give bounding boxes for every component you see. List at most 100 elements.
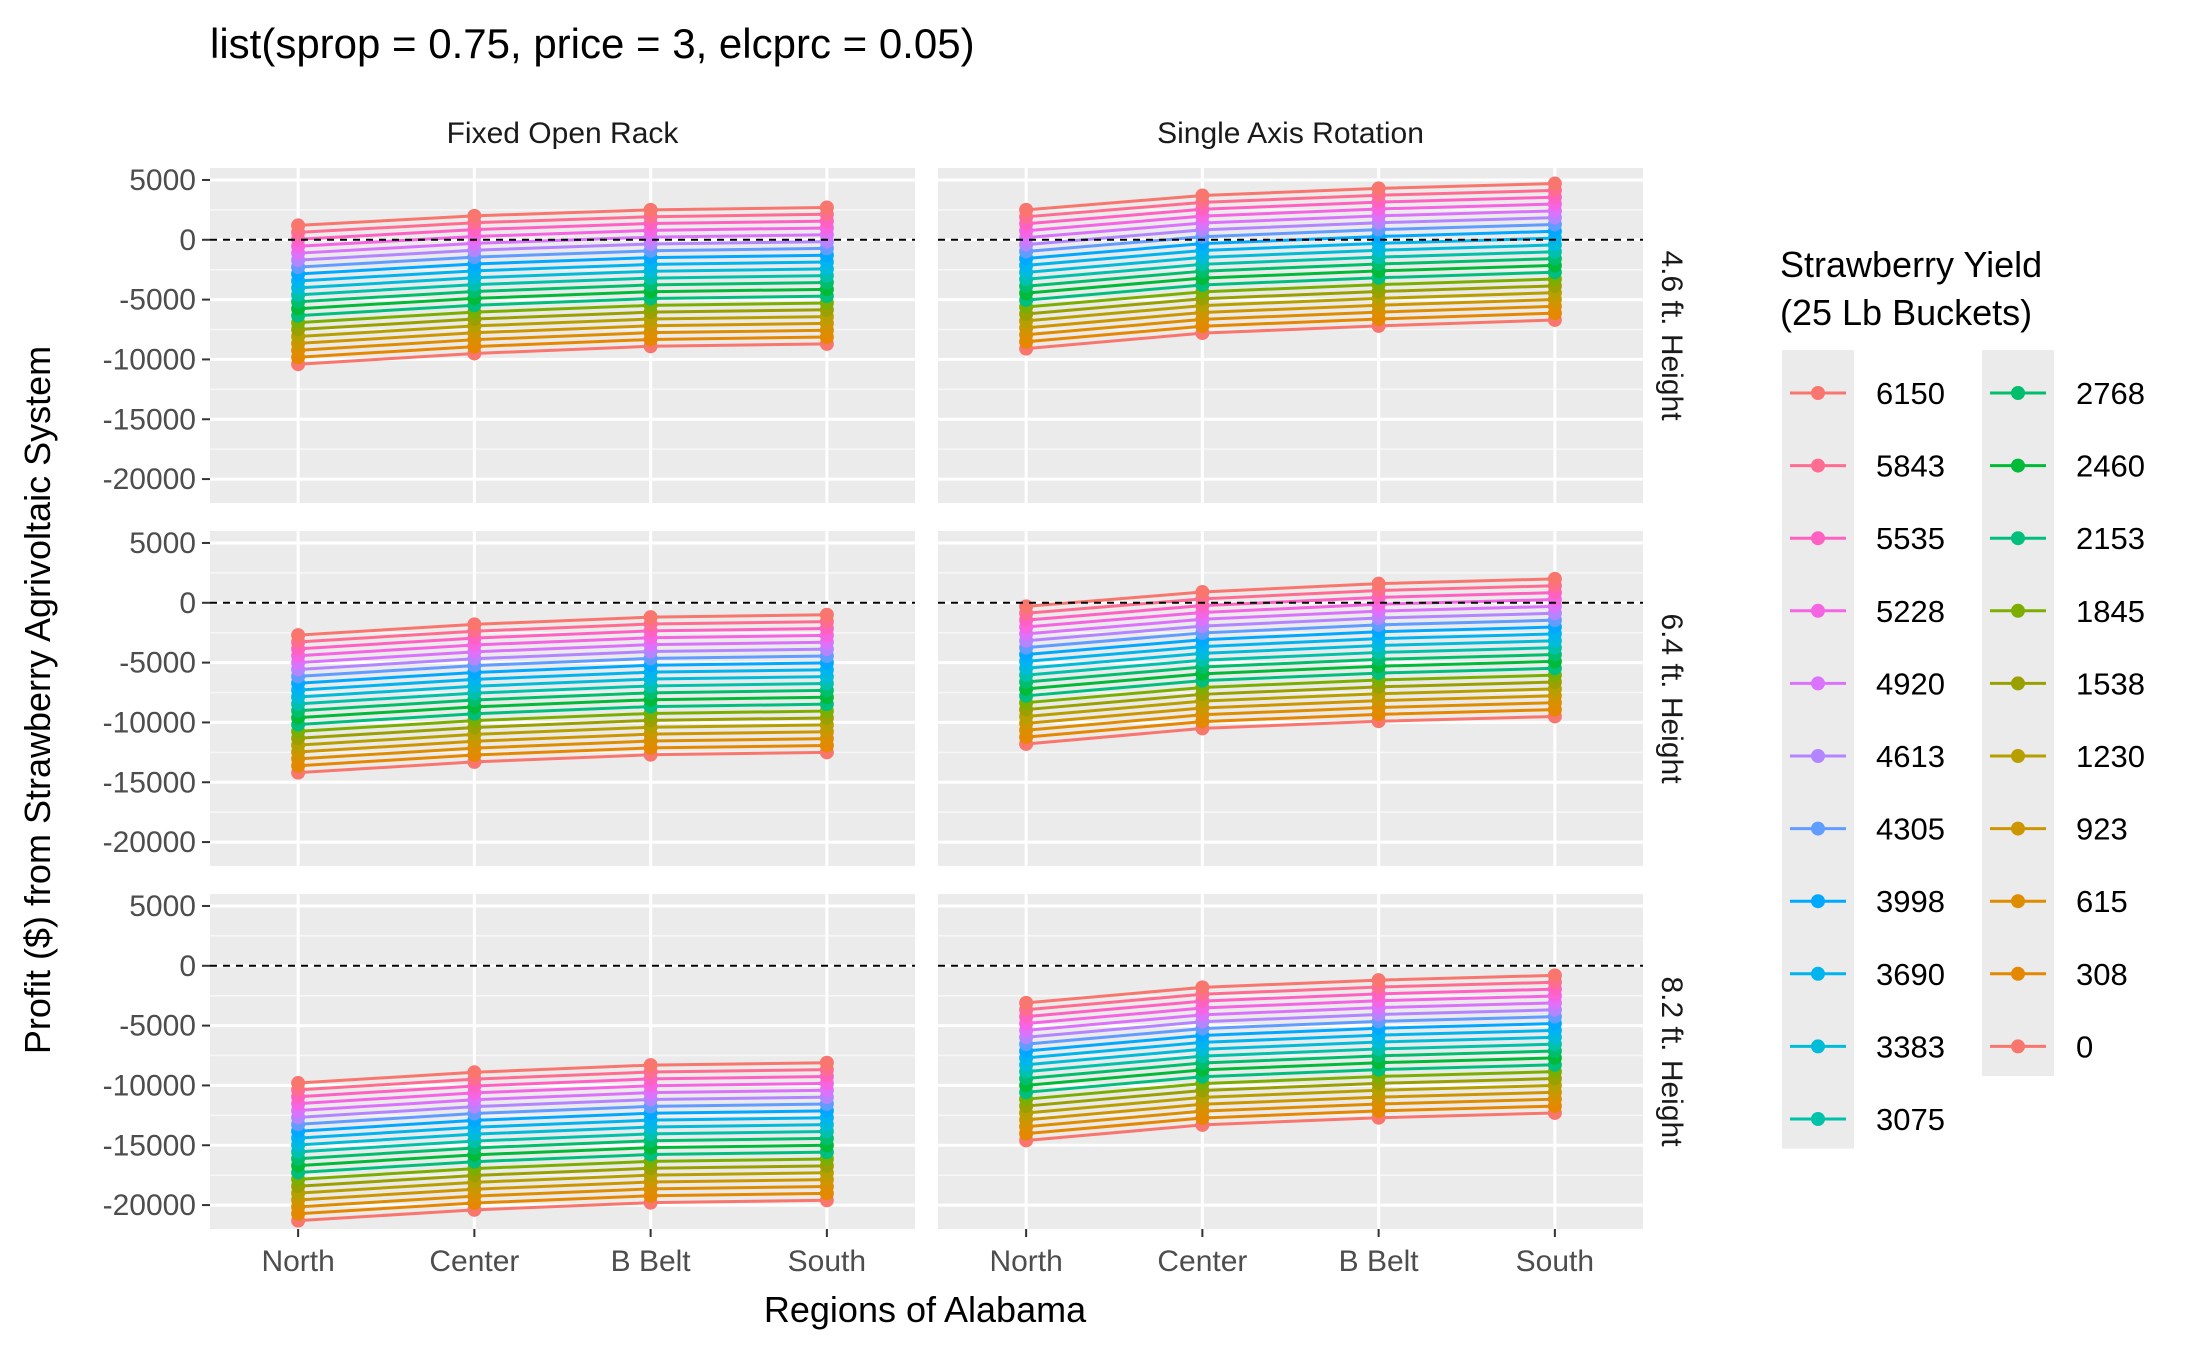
series-line <box>1025 236 1555 267</box>
series-line <box>1026 182 1555 212</box>
series-line <box>298 654 827 678</box>
series-line <box>1026 591 1555 622</box>
series-line <box>1025 625 1555 657</box>
legend-key-point <box>1811 458 1825 473</box>
series-line <box>298 737 827 761</box>
legend-entry: 2768 <box>1990 376 2145 411</box>
legend-label: 4920 <box>1876 666 1945 701</box>
y-tick-label: 0 <box>179 950 196 983</box>
series-line <box>1025 653 1555 684</box>
series-line <box>1025 297 1555 330</box>
legend-entry: 1538 <box>1990 666 2145 701</box>
x-tick-label: South <box>1516 1245 1594 1278</box>
series-line <box>1025 1015 1555 1046</box>
series-line <box>298 1185 827 1209</box>
legend-label: 5535 <box>1876 521 1945 556</box>
series-line <box>1025 318 1555 351</box>
legend-entry: 0 <box>1990 1029 2093 1064</box>
series-line <box>298 240 827 262</box>
legend-entry: 2153 <box>1990 521 2145 556</box>
data-point <box>643 1058 658 1073</box>
series-line <box>1025 1042 1555 1074</box>
legend-label: 5228 <box>1876 594 1945 629</box>
legend-key-point <box>1811 749 1825 763</box>
series-line <box>298 219 827 241</box>
data-point <box>467 617 482 632</box>
series-line <box>298 294 827 318</box>
series-line <box>1025 311 1555 344</box>
x-tick-label: North <box>989 1245 1062 1278</box>
panels-layer: Fixed Open Rack Single Axis Rotation 4.6 f… <box>103 117 1688 1278</box>
series-line <box>1025 714 1555 746</box>
legend-label: 3998 <box>1876 884 1945 919</box>
series-line <box>1025 680 1555 712</box>
legend-entry: 1845 <box>1990 594 2145 629</box>
series-line <box>298 226 827 248</box>
legend-key-point <box>1811 1112 1825 1126</box>
series-line <box>298 675 827 699</box>
series-line <box>1025 1090 1555 1122</box>
facet-row-label: 6.4 ft. Height <box>1655 613 1688 784</box>
data-point <box>819 1055 834 1070</box>
legend-label: 0 <box>2076 1029 2093 1064</box>
series-line <box>298 750 827 775</box>
data-point <box>291 218 306 233</box>
series-line <box>1025 1077 1555 1108</box>
legend-key-point <box>2011 386 2025 400</box>
series-line <box>298 1164 827 1188</box>
series-line <box>298 321 827 345</box>
y-tick-label: -20000 <box>103 826 196 859</box>
series-line <box>298 267 827 290</box>
series-line <box>1025 1070 1555 1101</box>
data-point <box>1371 973 1386 988</box>
y-axis-title: Profit ($) from Strawberry Agrivoltaic S… <box>17 346 58 1054</box>
legend-entry: 2460 <box>1990 449 2145 484</box>
legend-label: 5843 <box>1876 449 1945 484</box>
data-point <box>1547 571 1562 586</box>
data-point <box>291 628 306 643</box>
series-line <box>298 743 827 768</box>
series-line <box>1025 987 1555 1019</box>
legend-key-point <box>1811 386 1825 400</box>
chart-title: list(sprop = 0.75, price = 3, elcprc = 0… <box>210 20 975 67</box>
series-line <box>298 280 827 304</box>
data-point <box>1195 980 1210 995</box>
legend-entry: 3690 <box>1790 957 1945 992</box>
series-line <box>298 633 827 658</box>
x-tick-label: North <box>261 1245 334 1278</box>
series-line <box>1025 973 1555 1005</box>
series-line <box>298 1116 827 1140</box>
legend-label: 308 <box>2076 957 2128 992</box>
series-line <box>298 246 827 269</box>
data-point <box>291 1076 306 1091</box>
data-point <box>643 610 658 625</box>
series-line <box>298 688 827 713</box>
series-line <box>1025 243 1555 274</box>
series-line <box>1025 1097 1555 1129</box>
series-line <box>1025 666 1555 698</box>
legend-key-point <box>2011 531 2025 546</box>
x-tick-label: B Belt <box>1339 1245 1420 1278</box>
series-line <box>1025 1083 1555 1115</box>
series-line <box>1025 1001 1555 1032</box>
legend-entry: 4920 <box>1790 666 1945 701</box>
series-line <box>298 702 827 727</box>
series-line <box>298 716 827 740</box>
series-line <box>298 260 827 283</box>
series-line <box>298 730 827 754</box>
series-line <box>1025 694 1555 725</box>
y-tick-label: -10000 <box>103 1069 196 1102</box>
facet-panel <box>938 168 1643 503</box>
series-line <box>298 287 827 311</box>
data-point <box>1195 188 1210 203</box>
legend-label: 615 <box>2076 884 2128 919</box>
series-line <box>1026 209 1555 240</box>
data-point <box>1371 576 1386 591</box>
y-tick-label: -20000 <box>103 1189 196 1222</box>
y-tick-label: -15000 <box>103 403 196 436</box>
data-point <box>819 200 834 215</box>
legend-key-point <box>1811 531 1825 546</box>
legend-entry: 4613 <box>1790 739 1945 774</box>
legend-entry: 6150 <box>1790 376 1945 411</box>
